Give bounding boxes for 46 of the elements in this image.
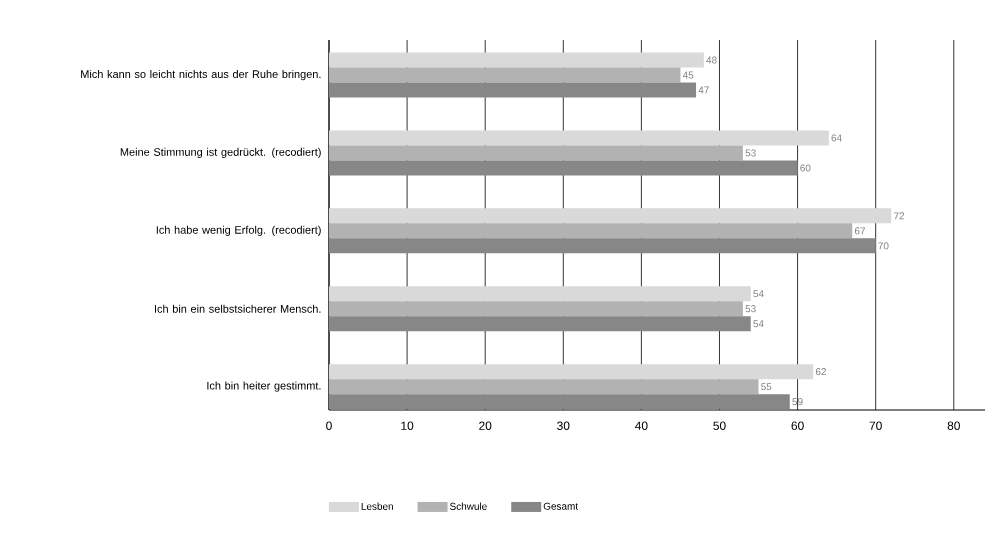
bar	[329, 52, 704, 68]
bar	[329, 160, 798, 176]
x-tick-label: 10	[401, 421, 414, 430]
bar	[329, 238, 876, 254]
legend-label: Gesamt	[543, 502, 579, 510]
x-tick-label: 30	[557, 421, 570, 430]
bar	[329, 286, 751, 302]
x-tick-label: 40	[635, 421, 648, 430]
bar	[329, 394, 790, 410]
bar	[329, 364, 814, 380]
data-label: 45	[682, 71, 694, 79]
bar	[329, 82, 697, 98]
bar	[329, 145, 743, 161]
data-label: 54	[753, 320, 764, 328]
data-label: 48	[706, 56, 717, 64]
x-tick-label: 80	[947, 421, 960, 430]
legend-label: Schwule	[450, 502, 487, 510]
data-label: 55	[761, 383, 772, 391]
data-label: 70	[878, 242, 889, 250]
data-label: 62	[815, 368, 826, 376]
bar	[329, 223, 853, 239]
bar	[329, 130, 829, 146]
bar	[329, 316, 751, 332]
y-tick-label: Ich bin heiter gestimmt.	[207, 381, 321, 392]
y-tick-label: Meine Stimmung ist gedrückt. (recodiert)	[120, 147, 321, 159]
y-tick-label: Ich bin ein selbstsicherer Mensch.	[154, 304, 321, 313]
x-tick-label: 60	[791, 421, 804, 430]
data-label: 47	[698, 86, 709, 94]
x-tick-label: 20	[479, 421, 492, 430]
x-tick-label: 50	[713, 421, 726, 430]
y-tick-label: Mich kann so leicht nichts aus der Ruhe bringen.	[81, 69, 321, 81]
bar	[329, 301, 743, 317]
legend-label: Lesben	[361, 502, 393, 510]
data-label: 60	[800, 164, 811, 172]
data-label: 53	[745, 149, 756, 157]
data-label: 64	[831, 134, 842, 142]
data-label: 53	[745, 305, 756, 313]
bar	[329, 208, 892, 224]
bar	[329, 379, 759, 395]
data-label: 67	[854, 227, 866, 235]
bar	[329, 67, 681, 83]
x-tick-label: 0	[326, 421, 332, 430]
data-label: 72	[894, 212, 905, 220]
y-tick-label: Ich habe wenig Erfolg. (recodiert)	[156, 225, 321, 236]
x-tick-label: 70	[869, 421, 882, 430]
data-label: 54	[753, 290, 764, 298]
